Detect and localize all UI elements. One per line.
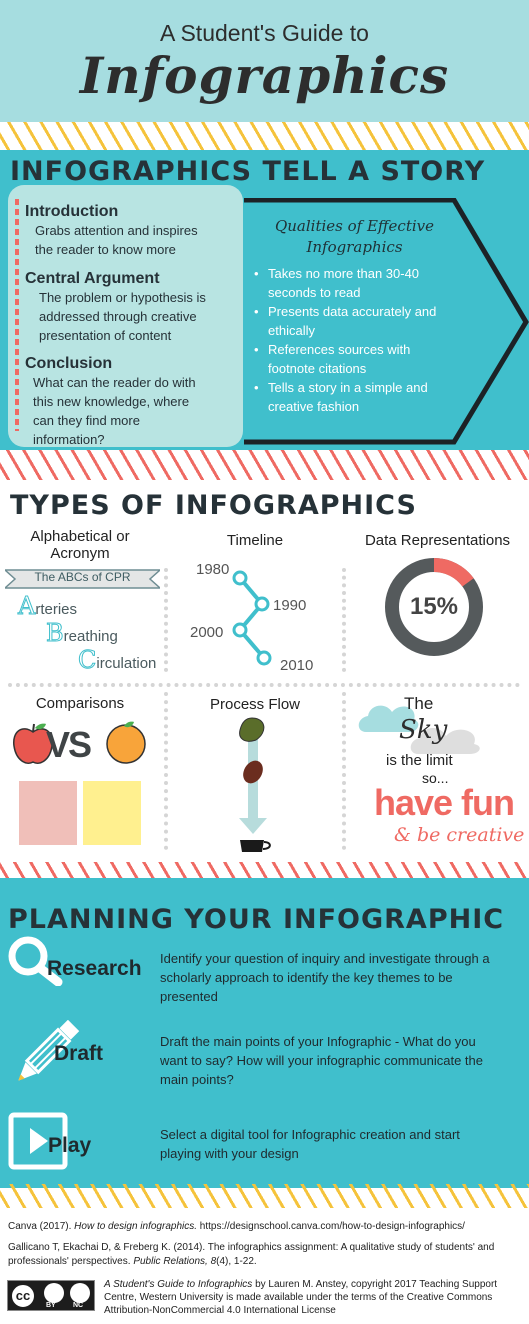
play-text: Select a digital tool for Infographic cr… [160,1127,460,1161]
timeline-year: 2010 [280,657,314,674]
acronym-word: Circulation [77,646,157,675]
abc-banner-text: The ABCs of CPR [34,570,131,584]
alphabetical-heading: Alphabetical or Acronym [30,528,130,562]
grid-divider [8,683,520,687]
story-parts-card: Introduction Grabs attention and inspire… [8,185,243,447]
reference-1-link[interactable]: https://designschool.canva.com/how-to-de… [199,1221,465,1232]
compare-swatch-yellow [83,781,141,845]
grid-divider [342,568,346,672]
intro-text: Grabs attention and inspires the reader … [35,223,198,257]
acronym-word: Breathing [46,619,118,648]
types-section: TYPES OF INFOGRAPHICS Alphabetical or Ac… [0,480,529,860]
timeline-year: 1990 [273,597,307,614]
red-stripe-divider [0,862,529,880]
story-section-title: INFOGRAPHICS TELL A STORY [10,156,486,187]
noncommercial-icon [70,1283,90,1303]
nc-label: NC [73,1302,84,1309]
footer-references: Canva (2017). How to design infographics… [0,1210,529,1324]
draft-label: Draft [54,1042,104,1065]
donut-percent-label: 15% [409,593,459,620]
draft-text: Draft the main points of your Infographi… [160,1034,483,1087]
story-section: INFOGRAPHICS TELL A STORY Introduction G… [0,150,529,450]
argument-heading: Central Argument [25,270,160,287]
compare-swatch-pink [19,781,77,845]
by-label: BY [46,1302,56,1309]
cc-icon: cc [10,1283,36,1309]
timeline-heading: Timeline [226,532,284,549]
sky-word: Sky [399,715,448,745]
orange-icon [106,721,146,764]
sky-the: The [404,694,434,713]
data-heading: Data Representations [364,532,511,549]
sky-limit: is the limit [386,752,453,769]
qualities-title: Qualities of Effective Infographics [274,217,435,256]
grid-divider [164,568,168,672]
apple-icon [13,723,53,764]
header-banner: A Student's Guide to Infographics [0,0,529,122]
abc-banner-ribbon [5,569,160,589]
qualities-block: Qualities of Effective Infographics Take… [252,216,457,416]
conclusion-text: What can the reader do with this new kno… [33,375,196,447]
cloud-icon [358,705,480,754]
conclusion-heading: Conclusion [25,355,113,372]
process-flow-graphic [239,717,271,852]
yellow-stripe-divider [0,122,529,150]
donut-chart [385,558,483,656]
arrow-chevron [244,198,529,445]
sky-so: so... [422,770,449,786]
attribution-icon [44,1283,64,1303]
timeline-year: 1980 [196,561,230,578]
timeline-graphic [232,570,272,666]
cc-license-badge[interactable]: cc BY NC [7,1280,95,1311]
grid-divider [342,692,346,850]
reference-2: Gallicano T, Ekachai D, & Freberg K. (20… [8,1242,495,1267]
pencil-icon [18,1020,80,1081]
play-icon [8,1112,68,1170]
sky-be-creative: & be creative [394,824,525,846]
sky-have-fun: have fun [374,782,515,823]
grid-divider [164,692,168,850]
license-text: A Student's Guide to Infographics by Lau… [104,1279,498,1316]
vs-label: VS [46,724,92,765]
play-label: Play [48,1134,92,1157]
timeline-year: 2000 [190,624,224,641]
dotted-line [15,199,19,431]
types-section-title: TYPES OF INFOGRAPHICS [10,490,417,521]
planning-section-title: PLANNING YOUR INFOGRAPHIC [8,904,505,935]
intro-heading: Introduction [25,203,119,220]
argument-text: The problem or hypothesis is addressed t… [39,290,206,343]
planning-section: PLANNING YOUR INFOGRAPHIC Research Ident… [0,878,529,1188]
red-stripe-divider [0,450,529,480]
title-line-1: A Student's Guide to [160,20,369,46]
reference-1: Canva (2017). How to design infographics… [8,1221,465,1232]
research-text: Identify your question of inquiry and in… [160,951,490,1004]
process-heading: Process Flow [209,696,301,713]
yellow-stripe-divider [0,1184,529,1208]
comparisons-heading: Comparisons [35,695,125,712]
research-label: Research [47,957,142,980]
title-line-2: Infographics [79,46,450,105]
magnifier-icon [8,936,63,986]
acronym-word: Arteries [17,592,78,621]
